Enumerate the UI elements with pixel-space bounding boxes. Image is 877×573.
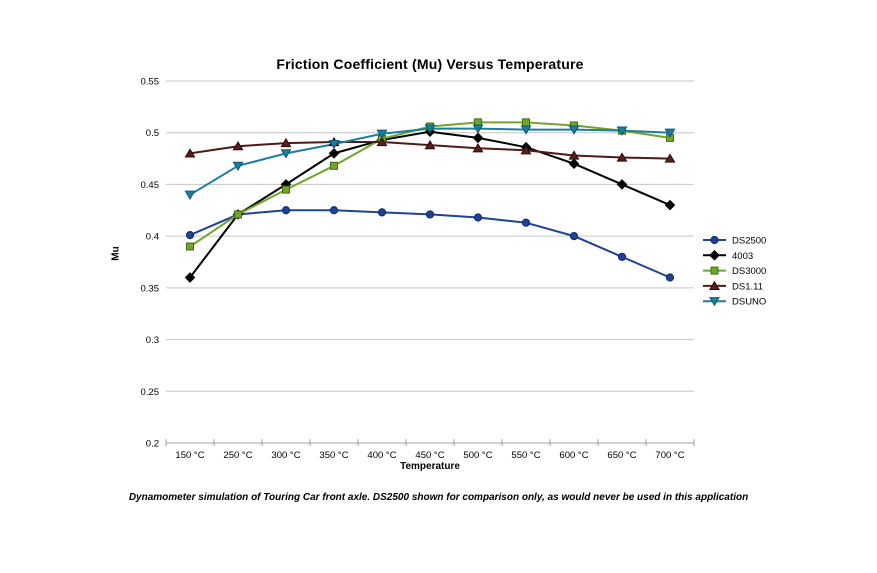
data-point-DSUNO — [568, 125, 580, 135]
y-tick-label: 0.4 — [146, 232, 159, 243]
legend-label-DS1.11: DS1.11 — [732, 281, 763, 292]
x-tick-label: 400 °C — [367, 450, 396, 461]
data-point-DS2500 — [377, 208, 387, 217]
data-point-DSUNO — [376, 129, 388, 139]
x-tick-label: 550 °C — [511, 450, 540, 461]
data-point-DSUNO — [472, 124, 484, 134]
data-point-DS2500 — [617, 252, 627, 261]
data-point-DSUNO — [424, 124, 436, 134]
data-point-DS3000 — [330, 161, 338, 170]
series-line-4003 — [189, 130, 671, 279]
chart-title: Friction Coefficient (Mu) Versus Tempera… — [276, 56, 584, 72]
data-point-4003 — [472, 132, 484, 144]
data-point-DS1.11 — [616, 152, 628, 162]
data-point-DSUNO — [184, 190, 196, 200]
y-tick-label: 0.25 — [141, 387, 160, 398]
x-axis-title: Temperature — [400, 461, 460, 472]
legend-label-DS3000: DS3000 — [732, 266, 766, 277]
data-point-DS1.11 — [280, 137, 292, 148]
x-tick-label: 650 °C — [607, 450, 636, 461]
x-tick-label: 150 °C — [175, 450, 204, 461]
data-point-DSUNO — [664, 128, 676, 138]
data-point-DSUNO — [520, 125, 532, 135]
chart-caption: Dynamometer simulation of Touring Car fr… — [128, 492, 749, 503]
legend-swatch-marker — [709, 280, 720, 290]
legend-swatch-marker — [710, 266, 719, 275]
legend-label-DS2500: DS2500 — [732, 236, 766, 247]
y-tick-label: 0.2 — [146, 439, 159, 450]
data-point-DS2500 — [569, 232, 579, 241]
legend-swatch-marker — [710, 235, 719, 245]
data-point-DS3000 — [186, 242, 194, 251]
data-point-DS1.11 — [424, 139, 436, 150]
legend-swatch-marker — [709, 249, 720, 261]
data-point-DS1.11 — [664, 153, 676, 163]
y-axis-title: Mu — [110, 246, 122, 261]
legend-label-4003: 4003 — [732, 251, 753, 262]
data-point-4003 — [664, 199, 676, 211]
x-tick-label: 250 °C — [223, 450, 252, 461]
data-point-DS2500 — [473, 213, 483, 222]
data-point-DS1.11 — [520, 145, 532, 155]
y-tick-label: 0.45 — [141, 180, 160, 191]
x-tick-label: 500 °C — [463, 450, 492, 461]
data-point-4003 — [616, 179, 628, 190]
legend-label-DSUNO: DSUNO — [732, 297, 766, 308]
data-point-DS1.11 — [376, 136, 388, 147]
data-point-DSUNO — [280, 149, 292, 159]
data-point-DS2500 — [665, 273, 675, 282]
data-point-DS1.11 — [568, 150, 580, 160]
data-point-4003 — [328, 148, 340, 159]
data-point-DS1.11 — [232, 140, 244, 151]
y-tick-label: 0.3 — [146, 335, 159, 346]
x-tick-label: 450 °C — [415, 450, 444, 461]
data-point-DS3000 — [234, 210, 242, 219]
data-point-DS2500 — [185, 231, 195, 240]
legend-swatch-marker — [709, 297, 720, 307]
data-point-DS2500 — [425, 210, 435, 219]
data-point-DS2500 — [521, 218, 531, 227]
data-point-DSUNO — [616, 126, 628, 136]
data-point-DS3000 — [522, 118, 530, 127]
data-point-DSUNO — [328, 139, 340, 150]
x-tick-label: 700 °C — [655, 450, 684, 461]
series-line-DS2500 — [189, 209, 671, 279]
x-tick-label: 600 °C — [559, 450, 588, 461]
x-tick-label: 300 °C — [271, 450, 300, 461]
data-point-DS1.11 — [184, 148, 196, 158]
data-point-DS3000 — [282, 185, 290, 194]
data-point-4003 — [568, 158, 580, 170]
data-point-DS2500 — [329, 206, 339, 215]
y-tick-label: 0.35 — [141, 283, 160, 294]
x-tick-label: 350 °C — [319, 450, 348, 461]
y-tick-label: 0.5 — [146, 128, 159, 139]
y-tick-label: 0.55 — [141, 77, 160, 88]
data-point-DSUNO — [232, 161, 244, 171]
data-point-DS2500 — [281, 206, 291, 215]
data-point-4003 — [184, 272, 196, 283]
data-point-DS1.11 — [472, 143, 484, 153]
